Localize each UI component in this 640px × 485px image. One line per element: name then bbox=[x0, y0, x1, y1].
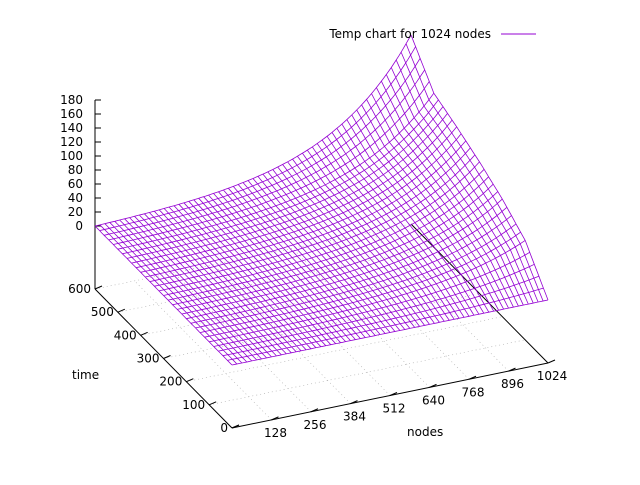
y-tick-label: 400 bbox=[114, 328, 137, 342]
mesh-line-nodes bbox=[122, 99, 439, 255]
mesh-line-nodes bbox=[163, 161, 480, 296]
axis-labels: nodes time 128 256 384 512 640 768 896 1024 0 100… bbox=[60, 93, 567, 440]
y-axis-label: time bbox=[72, 368, 99, 382]
z-tick-label: 40 bbox=[68, 191, 83, 205]
axes bbox=[94, 99, 556, 429]
z-tick-label: 100 bbox=[60, 149, 83, 163]
y-tick-label: 100 bbox=[182, 398, 205, 412]
mesh-line-time bbox=[400, 51, 539, 303]
mesh-line-nodes bbox=[218, 263, 535, 352]
mesh-line-nodes bbox=[104, 58, 421, 236]
mesh-line-nodes bbox=[145, 133, 462, 278]
mesh-line-nodes bbox=[131, 113, 448, 264]
mesh-line-nodes bbox=[94, 34, 412, 227]
z-tick-label: 180 bbox=[60, 93, 83, 107]
x-tick bbox=[389, 392, 398, 396]
y-tick bbox=[117, 308, 126, 313]
y-tick bbox=[186, 378, 194, 383]
x-tick-label: 512 bbox=[383, 402, 406, 416]
mesh-line-nodes bbox=[195, 215, 512, 329]
y-tick-label: 200 bbox=[159, 375, 182, 389]
z-tick-label: 20 bbox=[68, 205, 83, 219]
mesh-line-nodes bbox=[204, 231, 521, 338]
mesh-line-time bbox=[395, 59, 534, 304]
legend: Temp chart for 1024 nodes bbox=[328, 27, 536, 41]
x-tick bbox=[350, 400, 358, 405]
x-tick-label: 768 bbox=[462, 385, 485, 399]
mesh-line-nodes bbox=[136, 119, 453, 269]
y-tick bbox=[140, 331, 148, 336]
y-tick bbox=[163, 355, 171, 359]
y-tick-label: 0 bbox=[220, 421, 228, 435]
z-tick-label: 120 bbox=[60, 135, 83, 149]
mesh-line-time bbox=[390, 67, 529, 305]
mesh-line-nodes bbox=[222, 275, 540, 357]
x-tick bbox=[508, 367, 516, 372]
x-tick bbox=[468, 375, 477, 380]
mesh-line-nodes bbox=[186, 198, 503, 320]
mesh-line-nodes bbox=[181, 191, 499, 315]
grid-line-y bbox=[163, 293, 480, 359]
grid-line-y bbox=[140, 270, 457, 336]
mesh-line-nodes bbox=[99, 46, 416, 231]
mesh-line-nodes bbox=[168, 169, 485, 301]
mesh-line-nodes bbox=[158, 154, 476, 292]
x-tick-label: 384 bbox=[343, 410, 366, 424]
x-tick-label: 256 bbox=[304, 418, 327, 432]
mesh-line-nodes bbox=[227, 287, 544, 361]
x-tick-label: 1024 bbox=[537, 369, 568, 383]
mesh-line-nodes bbox=[177, 183, 494, 310]
mesh-line-time bbox=[405, 43, 544, 302]
grid-line-x bbox=[371, 231, 509, 372]
y-tick-label: 600 bbox=[68, 282, 91, 296]
x-tick bbox=[271, 416, 279, 421]
mesh-line-time bbox=[410, 34, 549, 301]
y-tick bbox=[231, 424, 240, 429]
mesh-line-nodes bbox=[140, 126, 458, 273]
z-tick-label: 0 bbox=[75, 219, 83, 233]
mesh-line-nodes bbox=[172, 176, 489, 306]
legend-label: Temp chart for 1024 nodes bbox=[328, 27, 491, 41]
mesh-line-nodes bbox=[149, 140, 467, 282]
x-tick-label: 128 bbox=[264, 426, 287, 440]
mesh-line-nodes bbox=[154, 147, 471, 287]
mesh-line-nodes bbox=[113, 81, 430, 245]
grid-line-x bbox=[331, 240, 470, 380]
y-tick bbox=[208, 401, 217, 406]
x-tick bbox=[547, 359, 556, 364]
mesh-line-nodes bbox=[231, 299, 549, 366]
z-tick-label: 140 bbox=[60, 121, 83, 135]
grid-line-y bbox=[117, 246, 434, 313]
mesh-line-nodes bbox=[209, 240, 526, 343]
x-tick-label: 640 bbox=[422, 393, 445, 407]
mesh-line-nodes bbox=[199, 223, 517, 333]
x-tick-label: 896 bbox=[501, 377, 524, 391]
x-tick bbox=[429, 383, 437, 388]
grid-line-x bbox=[252, 256, 391, 396]
x-axis-label: nodes bbox=[407, 425, 443, 439]
z-tick-label: 160 bbox=[60, 107, 83, 121]
grid-line-y bbox=[209, 339, 526, 406]
z-tick-label: 80 bbox=[68, 163, 83, 177]
mesh-line-nodes bbox=[117, 92, 435, 250]
grid-line-x bbox=[292, 248, 430, 388]
mesh-line-nodes bbox=[190, 206, 508, 324]
surface-mesh bbox=[94, 34, 549, 366]
mesh-line-nodes bbox=[126, 106, 444, 259]
y-tick bbox=[94, 285, 103, 290]
z-tick-label: 60 bbox=[68, 177, 83, 191]
mesh-line-nodes bbox=[108, 69, 426, 241]
mesh-line-nodes bbox=[213, 251, 530, 347]
grid-line-y bbox=[186, 316, 503, 382]
x-tick bbox=[310, 408, 319, 413]
y-tick-label: 500 bbox=[91, 305, 114, 319]
y-tick-label: 300 bbox=[137, 352, 160, 366]
